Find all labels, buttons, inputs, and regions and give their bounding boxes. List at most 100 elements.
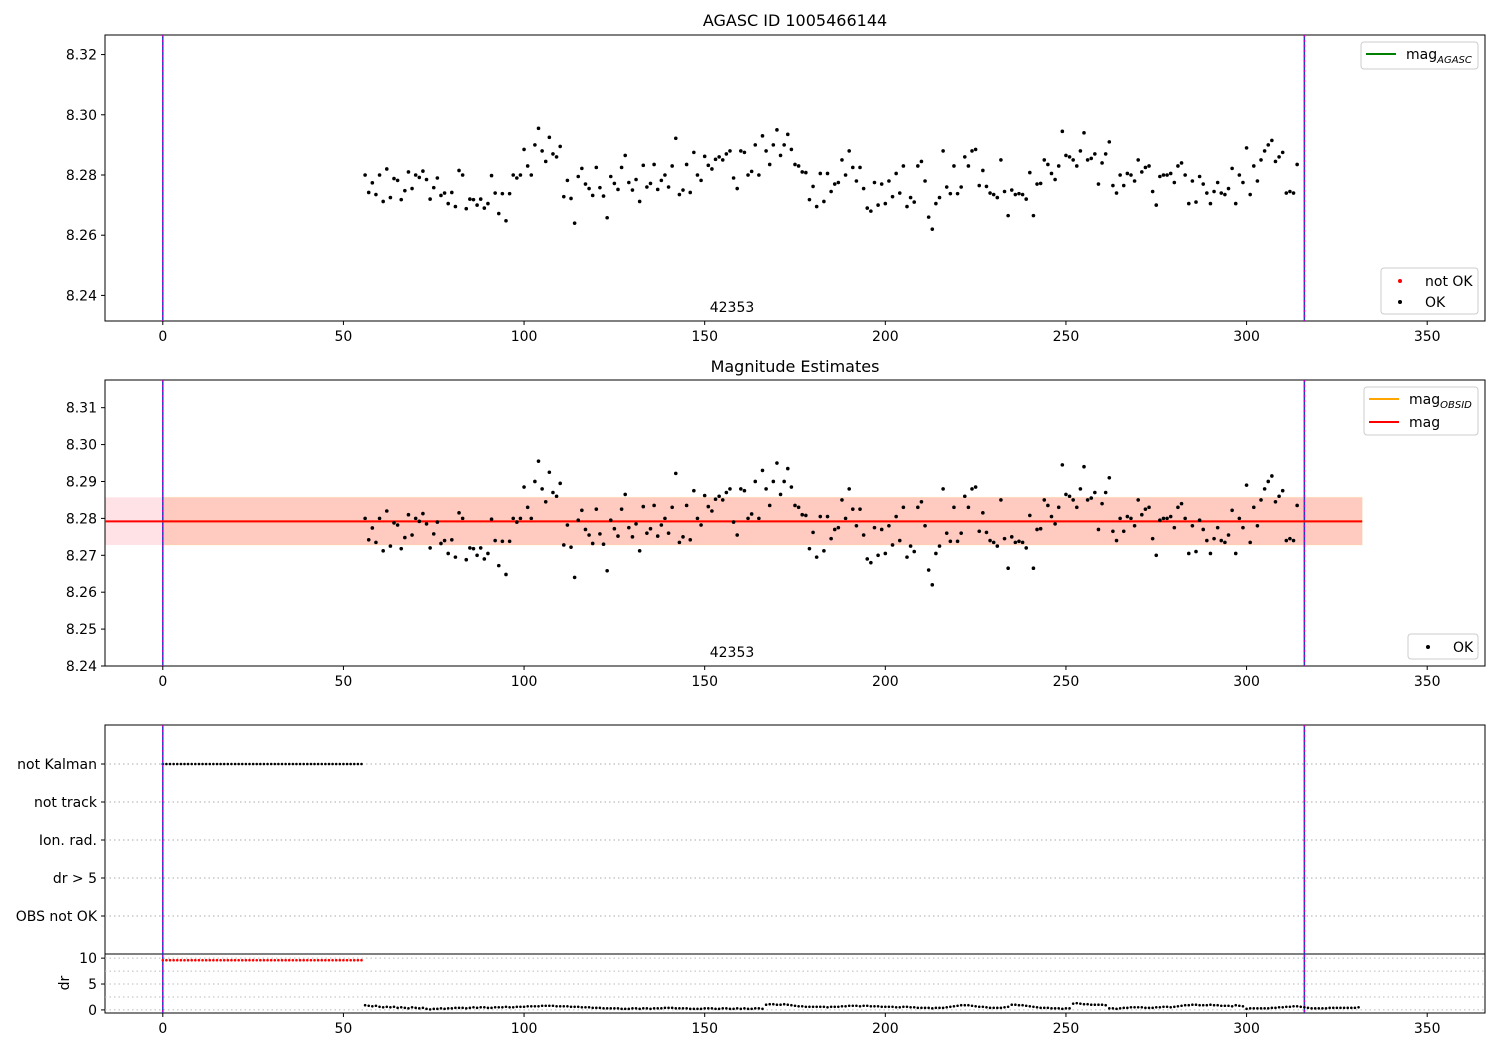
dr-red-point xyxy=(208,958,212,962)
dr-point xyxy=(1093,1003,1097,1007)
ok-point xyxy=(699,523,703,527)
ok-point xyxy=(1060,463,1065,467)
ok-point xyxy=(818,514,823,519)
ok-point xyxy=(771,143,776,147)
ok-point xyxy=(1049,514,1054,519)
dr-point xyxy=(837,1005,840,1009)
ok-point xyxy=(760,134,765,138)
dr-red-point xyxy=(356,958,360,962)
ok-point xyxy=(991,192,996,197)
dr-point xyxy=(1303,1006,1306,1009)
ok-point xyxy=(814,555,819,559)
dr-point xyxy=(858,1004,862,1008)
ok-point xyxy=(1176,505,1180,510)
ok-point xyxy=(374,192,378,197)
dr-red-point xyxy=(179,958,183,962)
ok-point xyxy=(1208,551,1213,556)
not-kalman-point xyxy=(331,762,334,766)
dr-point xyxy=(692,1007,696,1011)
ok-point xyxy=(825,171,830,176)
ok-point xyxy=(1085,158,1090,162)
dr-red-point xyxy=(287,958,291,962)
ok-point xyxy=(1255,179,1260,183)
dr-red-point xyxy=(204,958,208,962)
ok-point xyxy=(1140,512,1144,517)
ok-point xyxy=(728,487,732,491)
ok-point xyxy=(814,204,819,209)
ok-point xyxy=(450,537,454,542)
ok-point xyxy=(655,187,660,192)
ok-point xyxy=(601,542,606,547)
ok-point xyxy=(673,136,678,141)
ok-point xyxy=(807,546,812,551)
ok-point xyxy=(829,536,833,541)
x-tick-label: 50 xyxy=(335,329,353,345)
ok-point xyxy=(710,509,714,513)
dr-point xyxy=(945,1006,949,1009)
ok-point xyxy=(775,128,779,132)
ok-point xyxy=(587,186,591,191)
dr-point xyxy=(717,1007,721,1011)
dr-point xyxy=(775,1003,779,1007)
ok-point xyxy=(1038,526,1043,531)
dr-point xyxy=(750,1007,753,1011)
ok-point xyxy=(1248,192,1252,197)
ok-point xyxy=(1259,158,1263,162)
ok-point xyxy=(710,167,714,171)
ok-point xyxy=(1219,538,1224,543)
dr-point xyxy=(663,1006,667,1010)
ok-point xyxy=(1067,155,1072,159)
ok-point xyxy=(384,509,389,513)
flag-category-label: OBS not OK xyxy=(16,909,98,925)
ok-point xyxy=(475,203,479,207)
ok-point xyxy=(630,535,635,539)
dr-point xyxy=(425,1007,428,1011)
ok-point xyxy=(764,487,768,491)
ok-point xyxy=(1241,525,1245,530)
ok-point xyxy=(569,196,573,201)
dr-point xyxy=(1162,1005,1165,1009)
ok-point xyxy=(847,487,851,491)
obsid-annotation: 42353 xyxy=(710,645,755,661)
ok-point xyxy=(673,471,678,476)
ok-point xyxy=(912,549,917,554)
x-tick-label: 100 xyxy=(511,674,538,690)
ok-point xyxy=(1129,516,1133,521)
ok-point xyxy=(1172,180,1177,185)
dr-point xyxy=(678,1007,681,1010)
obsid-annotation: 42353 xyxy=(710,300,755,316)
dr-point xyxy=(1187,1003,1191,1007)
ok-point xyxy=(1291,191,1296,195)
dr-point xyxy=(743,1007,746,1010)
ok-point xyxy=(478,197,483,201)
dr-point xyxy=(1198,1003,1201,1007)
ok-point xyxy=(926,568,931,572)
ok-point xyxy=(1288,536,1292,541)
ok-point xyxy=(1201,182,1206,186)
legend-marker xyxy=(1398,279,1402,283)
ok-point xyxy=(1136,498,1140,502)
dr-point xyxy=(504,1005,508,1009)
ok-point xyxy=(1017,539,1021,544)
dr-point xyxy=(378,1005,381,1009)
dr-point xyxy=(869,1004,873,1008)
dr-point xyxy=(450,1007,454,1010)
ok-point xyxy=(576,174,581,179)
dr-point xyxy=(1075,1001,1079,1005)
ok-point xyxy=(688,537,693,542)
dr-red-point xyxy=(251,958,255,962)
ok-point xyxy=(403,188,407,193)
ok-point xyxy=(843,173,848,177)
dr-point xyxy=(967,1003,970,1007)
ok-point xyxy=(818,171,823,176)
ok-point xyxy=(941,487,945,491)
ok-point xyxy=(1118,516,1122,521)
dr-point xyxy=(1173,1005,1176,1009)
ok-point xyxy=(439,541,443,546)
y-tick-label: 8.29 xyxy=(66,474,97,490)
ok-point xyxy=(872,180,877,185)
dr-red-point xyxy=(306,958,309,962)
ok-point xyxy=(460,516,465,521)
dr-point xyxy=(461,1006,464,1010)
y-tick-label: 8.30 xyxy=(66,108,97,124)
